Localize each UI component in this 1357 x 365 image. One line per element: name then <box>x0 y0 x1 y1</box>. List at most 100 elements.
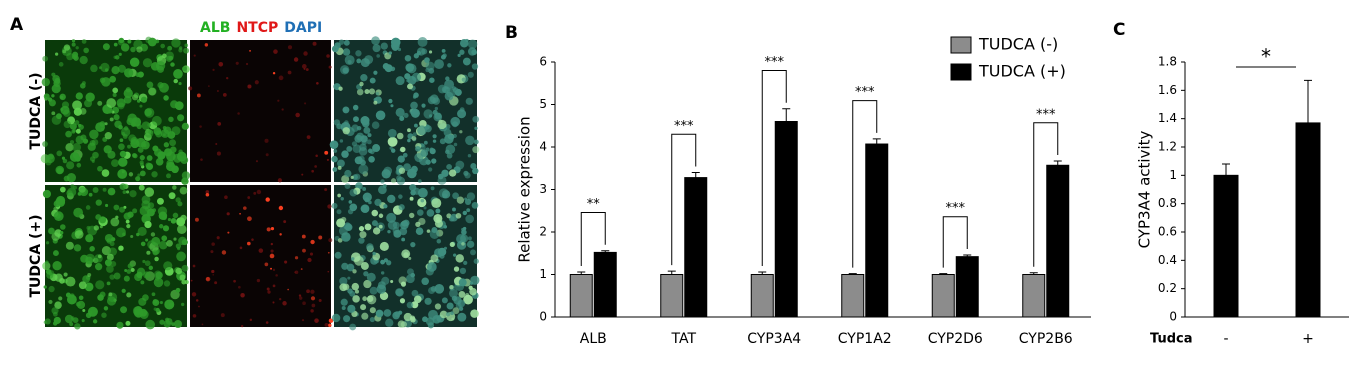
speckle <box>239 212 241 215</box>
speckle <box>79 55 88 65</box>
speckle <box>397 155 405 163</box>
speckle <box>381 169 391 179</box>
speckle <box>126 224 131 229</box>
legend-label: TUDCA (-) <box>978 35 1058 54</box>
speckle <box>432 97 441 105</box>
speckle <box>153 127 162 136</box>
speckle <box>47 97 53 102</box>
bar <box>593 251 617 318</box>
x-tick-label: CYP3A4 <box>747 331 801 347</box>
speckle <box>130 136 139 145</box>
micrograph <box>190 40 331 182</box>
speckle <box>152 249 159 256</box>
speckle <box>464 172 471 179</box>
speckle <box>56 167 64 174</box>
speckle <box>256 189 262 195</box>
speckle <box>358 237 365 244</box>
speckle <box>415 145 421 152</box>
speckle <box>416 50 422 56</box>
speckle <box>373 100 378 105</box>
speckle <box>92 151 99 159</box>
speckle <box>446 164 453 170</box>
speckle <box>327 251 330 254</box>
speckle <box>341 306 346 311</box>
speckle <box>473 258 479 264</box>
speckle <box>144 187 155 197</box>
speckle <box>168 116 174 123</box>
speckle <box>361 312 369 320</box>
speckle <box>193 54 196 57</box>
speckle <box>328 238 333 243</box>
speckle <box>437 84 447 94</box>
speckle <box>387 136 398 147</box>
speckle <box>310 309 314 313</box>
significance-label: *** <box>765 55 785 70</box>
speckle <box>181 279 187 285</box>
speckle <box>467 39 478 49</box>
speckle <box>407 128 411 133</box>
significance-bracket <box>942 216 968 268</box>
speckle <box>311 303 316 308</box>
speckle <box>140 241 146 247</box>
y-tick-label: 0.8 <box>1158 196 1177 210</box>
speckle <box>287 288 290 291</box>
speckle <box>137 147 144 153</box>
speckle <box>354 134 363 143</box>
speckle <box>360 73 368 82</box>
speckle <box>387 128 397 138</box>
speckle <box>406 301 414 309</box>
y-tick-label: 3 <box>539 182 547 196</box>
speckle <box>465 97 473 105</box>
speckle <box>74 323 81 330</box>
speckle <box>366 243 374 251</box>
speckle <box>113 114 120 121</box>
speckle <box>130 46 136 53</box>
speckle <box>103 306 109 311</box>
speckle <box>339 283 348 292</box>
speckle <box>410 101 418 110</box>
speckle <box>387 194 396 204</box>
speckle <box>395 76 405 86</box>
speckle <box>462 210 468 216</box>
speckle <box>120 127 131 137</box>
speckle <box>137 226 147 237</box>
speckle <box>351 282 360 291</box>
speckle <box>226 76 229 80</box>
speckle <box>312 41 317 46</box>
speckle <box>270 227 275 231</box>
speckle <box>140 280 145 285</box>
speckle <box>205 192 210 197</box>
speckle <box>309 252 314 256</box>
speckle <box>237 112 240 115</box>
speckle <box>148 87 157 96</box>
speckle <box>439 310 448 319</box>
speckle <box>298 294 302 297</box>
speckle <box>441 190 451 199</box>
speckle <box>427 262 437 272</box>
speckle <box>301 319 305 322</box>
speckle <box>201 323 204 326</box>
speckle <box>421 277 429 286</box>
speckle <box>444 79 455 90</box>
speckle <box>342 127 350 135</box>
error-bar <box>691 172 700 178</box>
stain-label: NTCP <box>236 20 278 36</box>
significance-label: ** <box>587 197 601 212</box>
speckle <box>426 209 435 217</box>
speckle <box>277 99 280 102</box>
x-tick-label: CYP2D6 <box>928 331 983 347</box>
speckle <box>53 211 64 222</box>
bar <box>684 177 708 318</box>
speckle <box>428 67 435 74</box>
speckle <box>97 100 103 106</box>
speckle <box>120 43 130 52</box>
speckle <box>399 227 408 236</box>
speckle <box>287 45 293 50</box>
speckle <box>352 104 359 111</box>
speckle <box>411 135 417 141</box>
legend-label: TUDCA (+) <box>978 62 1066 81</box>
error-bar <box>1304 79 1312 123</box>
speckle <box>126 292 132 298</box>
speckle <box>403 312 413 322</box>
speckle <box>151 292 156 297</box>
